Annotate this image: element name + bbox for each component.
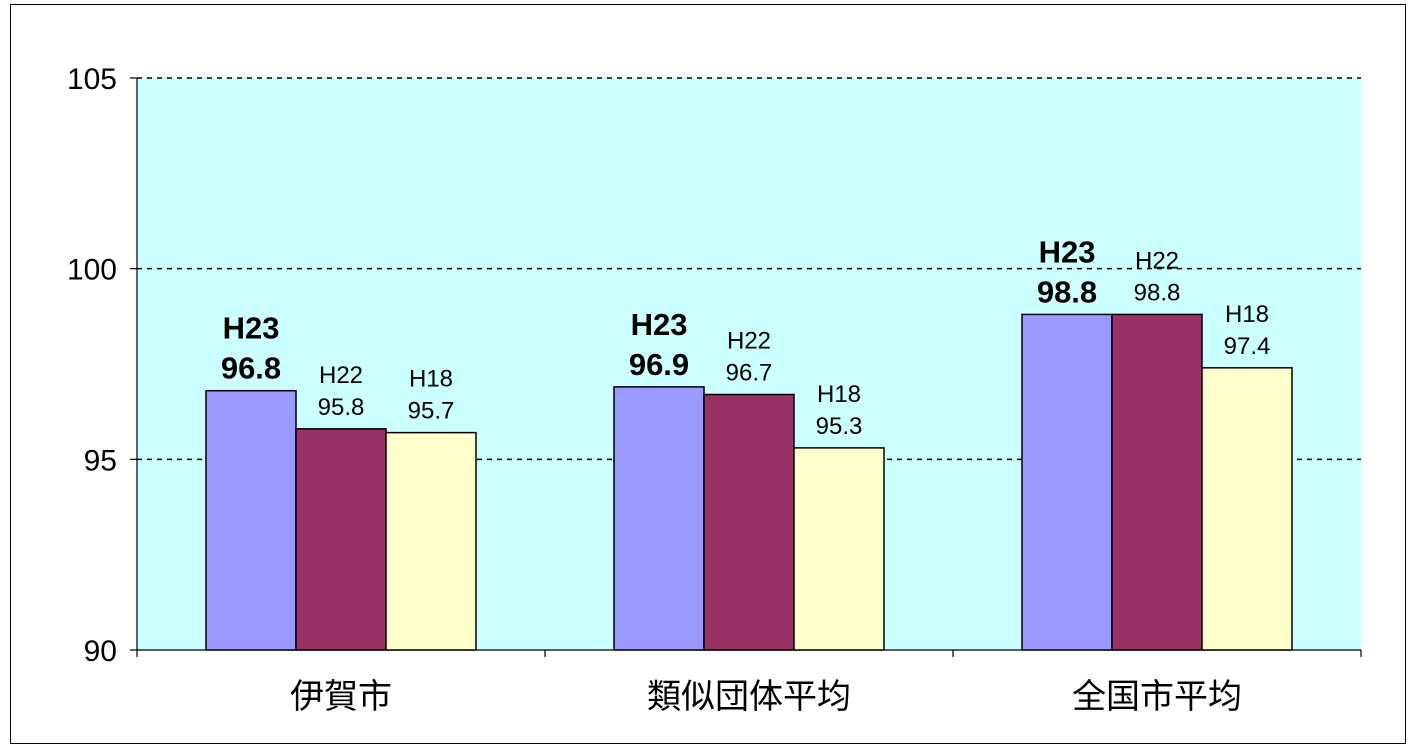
y-tick-label: 100 xyxy=(67,254,117,287)
data-label-value: 95.7 xyxy=(408,398,455,425)
y-tick-label: 95 xyxy=(84,444,117,477)
data-label-value: 96.7 xyxy=(726,360,773,387)
data-label-value: 96.9 xyxy=(629,347,689,382)
data-label-value: 98.8 xyxy=(1134,279,1181,306)
data-label-series: H22 xyxy=(727,328,771,355)
data-label-series: H23 xyxy=(631,307,688,342)
data-label-value: 98.8 xyxy=(1037,274,1097,309)
data-label-series: H18 xyxy=(817,381,861,408)
bar-h22 xyxy=(703,393,795,651)
data-label-value: 95.8 xyxy=(318,394,365,421)
x-category-label: 伊賀市 xyxy=(290,677,392,717)
data-label-series: H18 xyxy=(1225,301,1269,328)
data-label-series: H22 xyxy=(319,362,363,389)
bar-h22 xyxy=(295,428,387,651)
bar-h18 xyxy=(1201,367,1293,651)
y-tick-label: 90 xyxy=(84,635,117,668)
data-label-value: 97.4 xyxy=(1224,333,1271,360)
bar-h18 xyxy=(385,431,477,651)
x-category-label: 類似団体平均 xyxy=(647,677,851,717)
data-label-series: H18 xyxy=(409,366,453,393)
y-tick-label: 105 xyxy=(67,63,117,96)
bar-h18 xyxy=(793,447,885,651)
bar-h23 xyxy=(205,389,297,651)
data-label-series: H23 xyxy=(1039,234,1096,269)
data-label-value: 95.3 xyxy=(816,413,863,440)
data-label-series: H22 xyxy=(1135,247,1179,274)
data-label-series: H23 xyxy=(223,311,280,346)
bar-h23 xyxy=(1021,313,1113,651)
bar-h22 xyxy=(1111,313,1203,651)
bar-h23 xyxy=(613,386,705,651)
data-label-value: 96.8 xyxy=(221,351,281,386)
x-category-label: 全国市平均 xyxy=(1072,677,1242,717)
